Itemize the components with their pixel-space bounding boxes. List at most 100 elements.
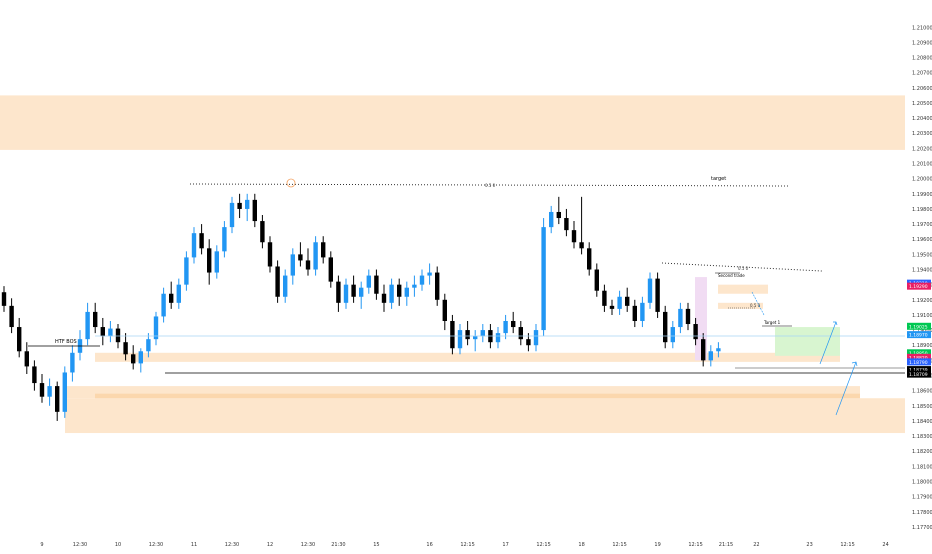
price-axis-bg	[905, 0, 932, 550]
candle-body	[625, 296, 630, 306]
candle-body	[359, 287, 364, 297]
candle-body	[632, 305, 637, 321]
candle-body	[222, 227, 227, 252]
demand-zone-mid	[95, 352, 840, 362]
dashed-arrow	[751, 291, 765, 316]
candle-body	[647, 278, 653, 303]
candle-body	[518, 327, 523, 340]
candle-body	[153, 316, 159, 340]
price-tick-label: 1.18900	[912, 343, 932, 349]
candle-body	[701, 339, 706, 361]
price-tick-label: 1.18500	[912, 404, 932, 410]
price-tag	[907, 331, 931, 339]
price-tick-label: 1.20800	[912, 56, 932, 62]
demand-zone-low-2	[65, 398, 905, 434]
time-tick-label: 24	[882, 542, 888, 548]
candle-body	[70, 352, 75, 373]
price-tag	[907, 358, 931, 366]
price-tick-label: 1.17700	[912, 525, 932, 531]
price-tick-label: 1.20100	[912, 162, 932, 168]
price-tick-label: 1.20000	[912, 177, 932, 183]
candle-body	[670, 327, 675, 343]
small-zone-2	[718, 302, 763, 309]
time-tick-label: 12	[267, 542, 273, 548]
candle-body	[640, 302, 645, 321]
time-tick-label: 21:15	[719, 542, 733, 548]
candle-body	[609, 305, 615, 309]
candle-body	[343, 284, 349, 303]
time-tick-label: 21:30	[331, 542, 345, 548]
candle-body	[495, 333, 501, 343]
target-dotted-line	[189, 183, 789, 187]
candle-body	[55, 386, 60, 412]
arrowhead-2	[851, 361, 858, 367]
price-tick-label: 1.18100	[912, 464, 932, 470]
price-tag-label: 1.19025	[909, 324, 928, 330]
price-tick-label: 1.19400	[912, 268, 932, 274]
candle-body	[556, 211, 561, 219]
projection-arrow-2	[835, 361, 857, 416]
price-tick-label: 1.20600	[912, 86, 932, 92]
price-tag	[907, 353, 931, 361]
time-axis[interactable]: 9 12:30 10 12:30 11 12:30 12 12:30 21:30 15 16 12:1…	[40, 542, 888, 548]
price-tag	[907, 282, 931, 290]
time-tick-label: 12:15	[688, 542, 702, 548]
price-tick-label: 1.19700	[912, 222, 932, 228]
candle-body	[1, 292, 7, 306]
top-marker-circle	[286, 178, 296, 188]
candle-body	[199, 233, 204, 249]
candle-body	[397, 284, 402, 297]
candle-body	[283, 275, 288, 297]
candle-body	[313, 242, 318, 270]
time-tick-label: 12:15	[840, 542, 854, 548]
candle-body	[617, 296, 622, 309]
candle-body	[321, 242, 326, 258]
candle-body	[207, 248, 212, 273]
price-tag-label: 1.18709	[909, 372, 928, 378]
candle-body	[419, 275, 425, 285]
time-tick-label: 12:30	[73, 542, 87, 548]
time-tick-label: 12:15	[536, 542, 550, 548]
candle-body	[351, 284, 356, 297]
price-tag	[907, 349, 931, 357]
candle-body	[93, 311, 98, 328]
candle-body	[594, 269, 599, 291]
price-tick-label: 1.19100	[912, 313, 932, 319]
price-axis[interactable]: 1.21000 1.20900 1.20800 1.20700 1.20600 1.205…	[905, 0, 932, 550]
dotted-label-2: 0.5 0	[738, 266, 749, 271]
candle-body	[412, 284, 417, 288]
candle-body	[480, 330, 485, 337]
candle-body	[161, 293, 166, 317]
price-tick-label: 1.17800	[912, 510, 932, 516]
price-tick-label: 1.20900	[912, 40, 932, 46]
candle-body	[191, 233, 197, 258]
candle-body	[237, 202, 242, 209]
candle-body	[374, 275, 379, 294]
time-tick-label: 12:30	[149, 542, 163, 548]
price-tick-label: 1.18200	[912, 449, 932, 455]
time-tick-label: 10	[115, 542, 121, 548]
candle-body	[571, 230, 577, 243]
arrowhead-1	[833, 321, 838, 326]
price-tick-label: 1.20500	[912, 101, 932, 107]
candle-body	[473, 336, 478, 340]
time-tick-label: 15	[373, 542, 379, 548]
candle-body	[328, 257, 333, 282]
candle-body	[693, 324, 698, 340]
candle-body	[526, 339, 531, 346]
candle-body	[85, 311, 90, 340]
candle-body	[32, 366, 37, 384]
candle-body	[465, 330, 470, 340]
price-tick-label: 1.20300	[912, 131, 932, 137]
zones-layer	[0, 95, 905, 434]
candle-body	[123, 342, 128, 355]
candle-body	[214, 251, 219, 273]
candle-body	[252, 199, 257, 222]
candle-body	[564, 218, 569, 231]
time-tick-label: 19	[654, 542, 660, 548]
time-tick-label: 9	[40, 542, 43, 548]
candle-body	[366, 275, 371, 288]
candle-body	[450, 320, 455, 349]
